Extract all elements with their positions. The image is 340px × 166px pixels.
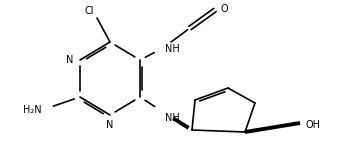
- Text: Cl: Cl: [85, 6, 94, 16]
- Text: NH: NH: [165, 113, 180, 123]
- Text: H₂N: H₂N: [23, 105, 42, 115]
- Text: OH: OH: [306, 120, 321, 130]
- Text: O: O: [220, 4, 227, 14]
- Text: N: N: [66, 55, 73, 65]
- Text: NH: NH: [165, 44, 180, 54]
- Text: N: N: [106, 120, 114, 130]
